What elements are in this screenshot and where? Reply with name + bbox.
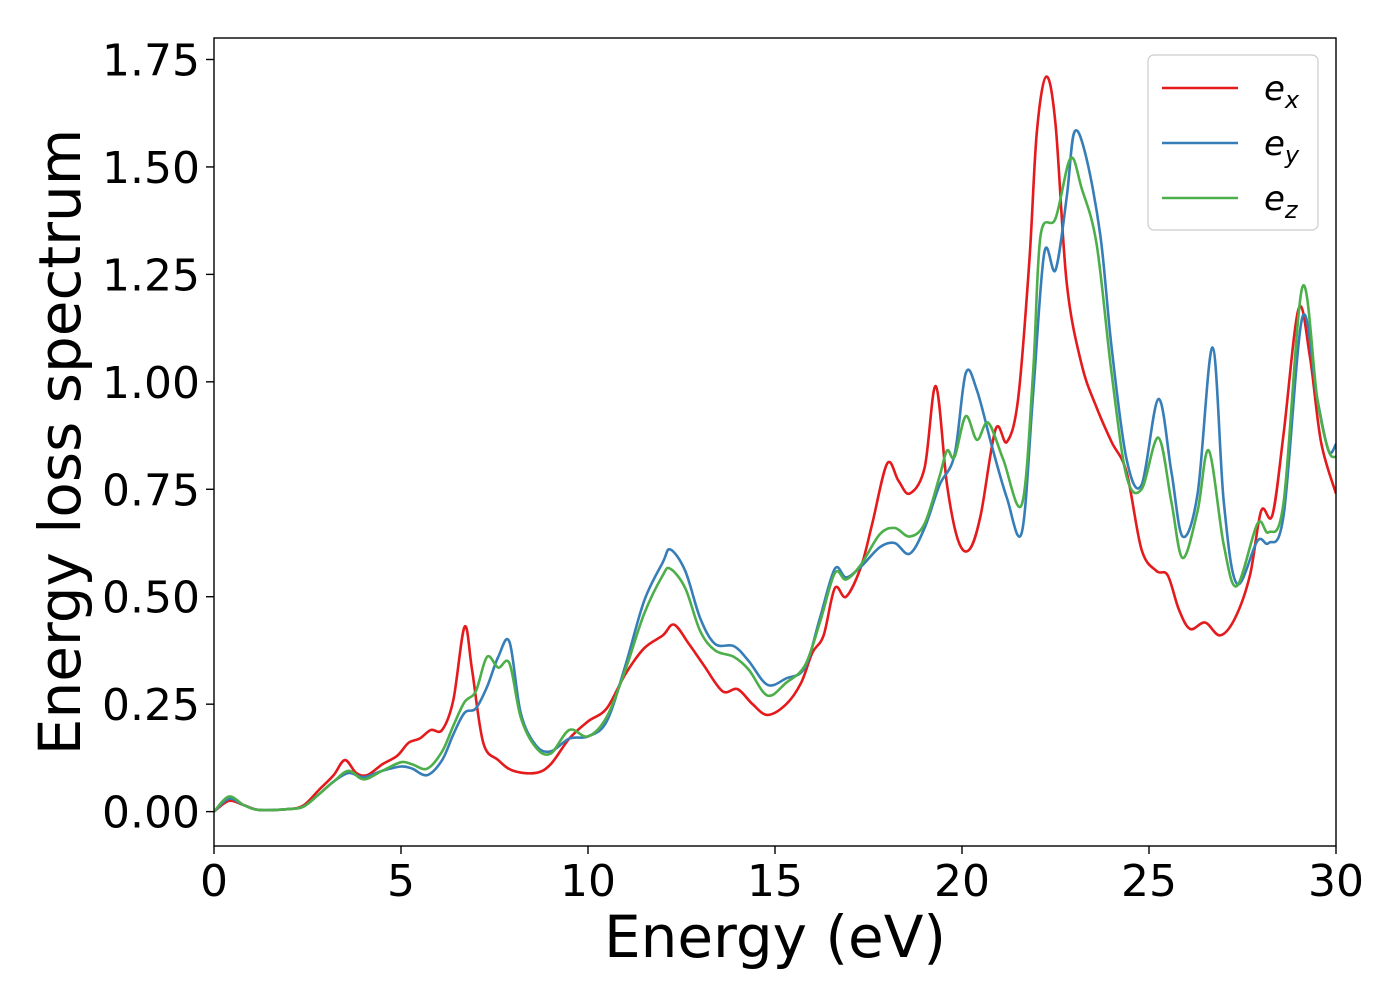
y-axis: 0.00 0.25 0.50 0.75 1.00 1.25 1.50 1.75 [102,35,214,839]
x-tick-label: 0 [200,856,228,907]
plot-area [214,75,1336,813]
x-tick-label: 10 [560,856,616,907]
legend-label-z: ez [1264,179,1299,224]
legend-label-x: ex [1264,69,1300,114]
x-tick-label: 20 [934,856,990,907]
series-line-y [214,129,1336,813]
x-tick-label: 5 [387,856,415,907]
series-line-x [214,75,1336,813]
x-tick-label: 30 [1308,856,1364,907]
y-tick-label: 0.00 [102,788,200,839]
y-axis-label: Energy loss spectrum [26,129,94,755]
x-axis: 0 5 10 15 20 25 30 [200,846,1364,907]
x-tick-label: 25 [1121,856,1177,907]
y-tick-label: 1.25 [102,250,200,301]
legend: ex ey ez [1147,54,1319,231]
series-line-z [214,156,1336,813]
y-tick-label: 0.75 [102,465,200,516]
y-tick-label: 0.50 [102,573,200,624]
y-tick-label: 1.00 [102,358,200,409]
x-axis-label: Energy (eV) [604,903,946,971]
y-tick-label: 1.75 [102,35,200,86]
plot-frame [213,37,1337,847]
y-tick-label: 0.25 [102,680,200,731]
x-tick-label: 15 [747,856,803,907]
legend-label-y: ey [1264,124,1300,169]
y-tick-label: 1.50 [102,143,200,194]
